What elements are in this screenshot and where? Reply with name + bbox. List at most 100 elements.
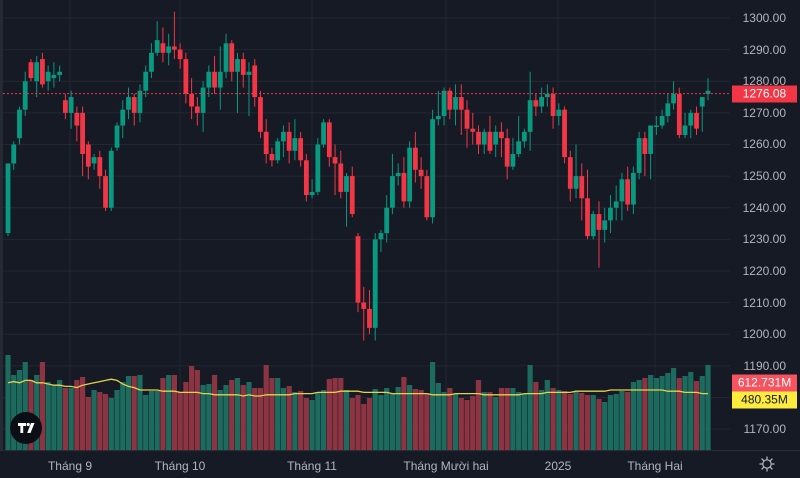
volume-bar xyxy=(154,391,160,450)
time-tick-label: 2025 xyxy=(544,459,572,473)
volume-bar xyxy=(429,362,436,450)
candle-down xyxy=(487,131,493,151)
volume-bar xyxy=(579,393,585,450)
price-tick-label: 1190.00 xyxy=(743,358,787,373)
volume-bar xyxy=(464,400,470,450)
price-tick-label: 1290.00 xyxy=(742,42,786,57)
candle-up xyxy=(143,71,149,91)
volume-bar xyxy=(366,398,373,450)
volume-bar xyxy=(498,388,505,450)
candle-down xyxy=(470,128,476,132)
candle-up xyxy=(154,40,160,53)
candle-up xyxy=(608,207,613,221)
candle-down xyxy=(447,90,453,110)
time-axis[interactable]: Tháng 9 Tháng 10 Tháng 11 Tháng Mười hai 202… xyxy=(0,450,730,478)
candle-down xyxy=(567,157,573,189)
time-tick-label: Tháng Mười hai xyxy=(403,459,489,473)
volume-bar xyxy=(240,385,246,450)
candle-up xyxy=(544,93,550,98)
candle-up xyxy=(68,97,74,113)
candle-down xyxy=(212,71,217,88)
candle-down xyxy=(252,65,258,98)
price-axis[interactable]: 1300.00 1290.00 1280.00 1270.00 1260.00 1250.… xyxy=(730,0,800,450)
candle-up xyxy=(309,191,315,196)
candle-up xyxy=(17,109,22,139)
candle-down xyxy=(367,308,372,328)
volume-bar xyxy=(504,388,510,450)
chart-settings-area xyxy=(730,450,800,478)
volume-bar xyxy=(51,385,57,450)
volume-bar xyxy=(211,375,218,450)
volume-bar xyxy=(137,375,143,450)
candle-up xyxy=(344,176,349,192)
volume-bar xyxy=(223,385,229,450)
candle-up xyxy=(315,144,321,192)
volume-bar xyxy=(143,395,149,450)
volume-bar xyxy=(665,373,671,450)
volume-bar xyxy=(102,394,109,450)
candle-up xyxy=(321,122,326,145)
volume-bar xyxy=(34,375,40,450)
volume-bar xyxy=(676,378,682,450)
candle-up xyxy=(5,163,11,234)
price-tick-label: 1280.00 xyxy=(742,74,786,89)
volume-bar xyxy=(79,377,86,450)
candle-down xyxy=(625,179,631,205)
volume-bar xyxy=(527,365,533,450)
candle-up xyxy=(671,93,676,104)
volume-bar xyxy=(481,392,487,450)
candle-up xyxy=(166,46,172,53)
volume-bar xyxy=(246,382,252,450)
volume-bar xyxy=(275,378,281,450)
volume-bar xyxy=(693,381,700,450)
price-tick-label: 1240.00 xyxy=(742,200,786,215)
tradingview-logo[interactable] xyxy=(10,412,42,444)
volume-bar xyxy=(361,404,367,450)
volume-bar xyxy=(418,390,424,450)
candle-up xyxy=(699,97,705,107)
candle-down xyxy=(596,214,602,230)
volume-bar xyxy=(229,380,235,450)
volume-bar xyxy=(148,391,155,450)
candle-up xyxy=(206,71,212,88)
volume-bar xyxy=(194,370,200,450)
candle-up xyxy=(22,81,28,110)
volume-bar xyxy=(567,394,573,450)
candle-down xyxy=(97,157,103,177)
volume-bar xyxy=(384,388,390,450)
volume-bar xyxy=(596,399,602,450)
volume-bar xyxy=(217,390,223,450)
candle-up xyxy=(602,220,608,230)
chart-plot-area[interactable] xyxy=(0,0,730,450)
volume-bar xyxy=(22,362,28,450)
price-tick-label: 1200.00 xyxy=(742,327,786,342)
candle-up xyxy=(481,131,487,145)
candle-down xyxy=(194,106,200,113)
candle-up xyxy=(281,131,286,142)
volume-bar xyxy=(263,365,269,450)
price-tick-label: 1270.00 xyxy=(742,105,786,120)
candle-down xyxy=(80,112,85,154)
volume-bar xyxy=(544,380,550,450)
volume-bar xyxy=(372,389,378,450)
volume-bar xyxy=(292,392,298,450)
candle-down xyxy=(171,46,177,50)
time-tick-label: Tháng 10 xyxy=(154,459,206,473)
volume-bar xyxy=(539,390,545,450)
candle-down xyxy=(229,43,235,72)
volume-bar xyxy=(269,378,275,450)
candle-up xyxy=(390,176,395,208)
candle-up xyxy=(149,52,154,72)
volume-bar xyxy=(108,398,114,450)
left-toolbar-edge xyxy=(0,0,3,450)
volume-bar xyxy=(412,389,418,450)
volume-bar xyxy=(11,375,17,450)
candle-down xyxy=(263,131,269,154)
volume-bar xyxy=(378,395,384,450)
volume-bar xyxy=(688,372,694,450)
price-tick-label: 1230.00 xyxy=(742,232,786,247)
candle-down xyxy=(286,131,292,151)
volume-bar xyxy=(630,382,637,450)
gear-icon[interactable] xyxy=(759,456,775,472)
